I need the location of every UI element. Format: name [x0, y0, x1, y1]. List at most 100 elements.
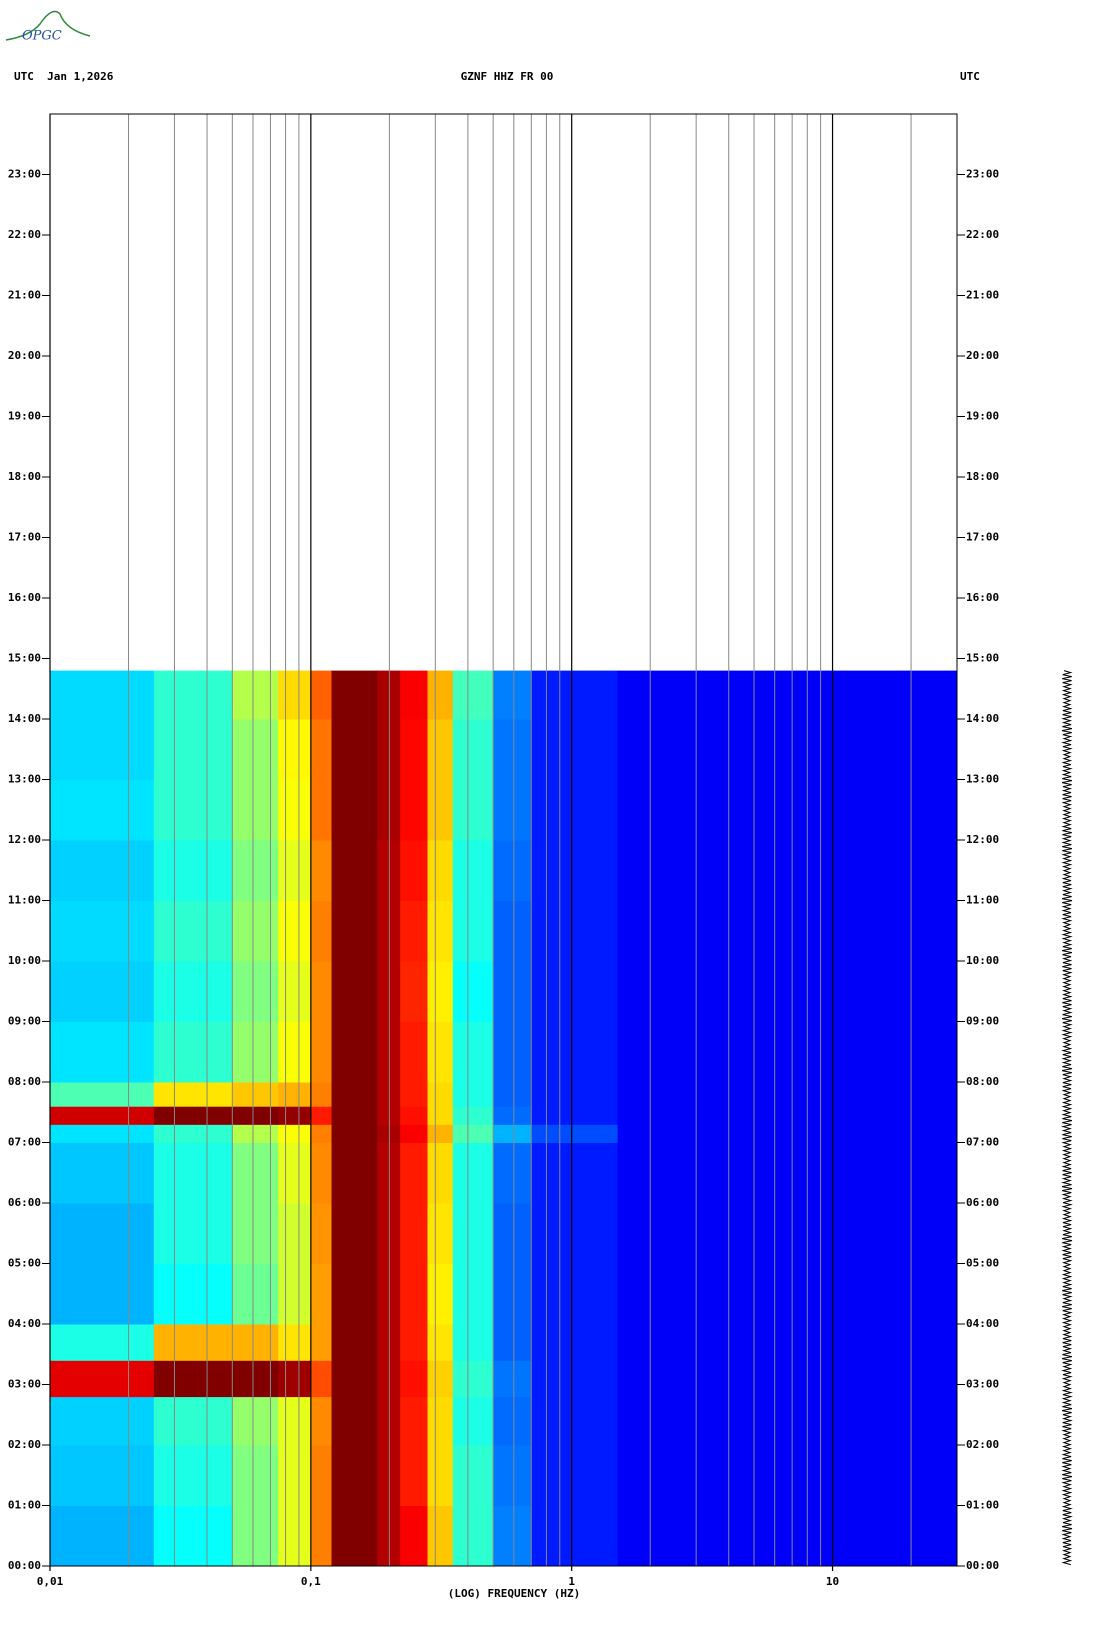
spectrogram-cell [531, 779, 619, 841]
spectrogram-cell [531, 1360, 619, 1398]
spectrogram-cell [153, 1124, 233, 1143]
title-right: UTC [960, 70, 980, 83]
spectrogram-cell [617, 1106, 958, 1125]
spectrogram-cell [531, 1124, 619, 1143]
spectrogram-cell [278, 840, 312, 901]
spectrogram-cell [331, 900, 378, 962]
spectrogram-cell [531, 1263, 619, 1325]
spectrogram-cell [50, 779, 155, 841]
spectrogram-cell [427, 1396, 454, 1446]
spectrogram-cell [331, 1445, 378, 1506]
y-tick-label: 02:00 [8, 1438, 41, 1451]
spectrogram-cell [452, 1203, 494, 1264]
spectrogram-cell [400, 1021, 428, 1083]
spectrogram-cell [232, 1082, 279, 1107]
spectrogram-cell [50, 670, 155, 720]
spectrogram-cell [427, 1324, 454, 1361]
spectrogram-cell [617, 1082, 958, 1107]
spectrogram-cell [278, 1324, 312, 1361]
spectrogram-cell [278, 779, 312, 841]
spectrogram-cell [232, 1021, 279, 1083]
y-tick-label-right: 08:00 [966, 1075, 999, 1088]
y-tick-label-right: 05:00 [966, 1257, 999, 1270]
spectrogram-cell [331, 1082, 378, 1107]
spectrogram-cell [452, 1082, 494, 1107]
spectrogram-cell [50, 719, 155, 780]
spectrogram-cell [400, 1324, 428, 1361]
x-tick-label: 10 [826, 1575, 839, 1588]
spectrogram-cell [331, 961, 378, 1022]
y-tick-label: 06:00 [8, 1196, 41, 1209]
spectrogram-cell [278, 961, 312, 1022]
spectrogram-cell [452, 1021, 494, 1083]
spectrogram-cell [310, 1396, 333, 1446]
spectrogram-cell [400, 900, 428, 962]
spectrogram-cell [278, 719, 312, 780]
y-tick-label: 05:00 [8, 1257, 41, 1270]
spectrogram-cell [310, 900, 333, 962]
spectrogram-cell [331, 1360, 378, 1398]
spectrogram-cell [153, 1082, 233, 1107]
spectrogram-cell [617, 840, 958, 901]
spectrogram-cell [452, 1106, 494, 1125]
spectrogram-cell [400, 1263, 428, 1325]
spectrogram-cell [153, 1106, 233, 1125]
y-tick-label-right: 09:00 [966, 1015, 999, 1028]
spectrogram-cell [331, 1203, 378, 1264]
y-tick-label: 22:00 [8, 228, 41, 241]
spectrogram-cell [617, 1324, 958, 1361]
spectrogram-cell [617, 779, 958, 841]
spectrogram-cell [617, 900, 958, 962]
spectrogram-cell [452, 670, 494, 720]
spectrogram-cell [232, 840, 279, 901]
y-tick-label-right: 23:00 [966, 168, 999, 181]
spectrogram-cell [50, 1124, 155, 1143]
spectrogram-cell [278, 1263, 312, 1325]
spectrogram-cell [153, 1203, 233, 1264]
logo: OPGC [22, 29, 62, 44]
spectrogram-cell [232, 1505, 279, 1567]
y-tick-label-right: 04:00 [966, 1317, 999, 1330]
y-tick-label-right: 07:00 [966, 1136, 999, 1149]
spectrogram-cell [278, 1106, 312, 1125]
spectrogram-cell [427, 1106, 454, 1125]
spectrogram-cell [427, 1124, 454, 1143]
seismogram-trace [1061, 670, 1073, 1566]
spectrogram-cell [310, 1505, 333, 1567]
spectrogram-cell [493, 1106, 532, 1125]
spectrogram-cell [232, 670, 279, 720]
spectrogram-cell [400, 779, 428, 841]
spectrogram-cell [232, 1263, 279, 1325]
y-tick-label: 13:00 [8, 773, 41, 786]
spectrogram-cell [400, 1505, 428, 1567]
spectrogram-cell [310, 840, 333, 901]
spectrogram-cell [493, 1263, 532, 1325]
spectrogram-cell [427, 1263, 454, 1325]
spectrogram-cell [400, 1396, 428, 1446]
spectrogram-cell [50, 1263, 155, 1325]
spectrogram-cell [427, 1505, 454, 1567]
spectrogram-cell [493, 1505, 532, 1567]
spectrogram-cell [400, 1445, 428, 1506]
spectrogram-cell [427, 900, 454, 962]
spectrogram-cell [452, 779, 494, 841]
spectrogram-cell [531, 1203, 619, 1264]
spectrogram-cell [232, 1396, 279, 1446]
spectrogram-cell [452, 719, 494, 780]
spectrogram-cell [493, 1021, 532, 1083]
spectrogram-cell [427, 961, 454, 1022]
spectrogram-cell [493, 840, 532, 901]
spectrogram-cell [331, 1396, 378, 1446]
spectrogram-cell [427, 840, 454, 901]
spectrogram-cell [50, 1021, 155, 1083]
spectrogram-cell [427, 670, 454, 720]
spectrogram-cell [493, 1203, 532, 1264]
spectrogram-cell [331, 779, 378, 841]
spectrogram-cell [452, 1360, 494, 1398]
y-tick-label-right: 12:00 [966, 833, 999, 846]
spectrogram-cell [331, 1142, 378, 1204]
spectrogram-cell [427, 1203, 454, 1264]
spectrogram-cell [452, 1445, 494, 1506]
y-tick-label: 11:00 [8, 894, 41, 907]
